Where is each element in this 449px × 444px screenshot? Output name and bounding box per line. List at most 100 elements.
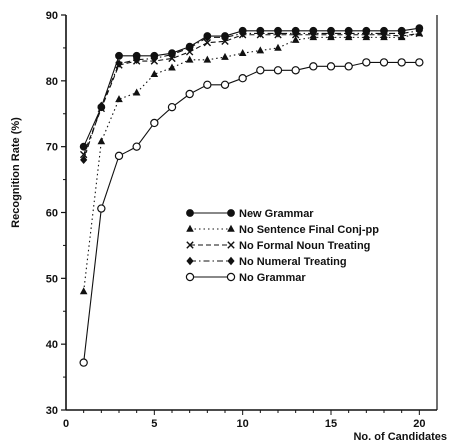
y-tick-label: 30 [46, 405, 58, 417]
legend-label: No Sentence Final Conj-pp [239, 224, 379, 236]
y-tick-label: 90 [46, 10, 58, 22]
data-point [291, 66, 300, 75]
data-point [256, 66, 265, 75]
legend-marker [186, 256, 194, 266]
data-point [256, 46, 265, 54]
data-point [79, 358, 88, 367]
data-point [150, 54, 158, 63]
data-point [150, 70, 159, 78]
data-point [115, 95, 123, 103]
data-point [168, 63, 176, 71]
data-point [380, 29, 388, 38]
data-point [203, 33, 211, 42]
x-tick-label: 15 [325, 418, 337, 430]
series-5 [79, 58, 424, 367]
x-tick-label: 10 [237, 418, 249, 430]
data-point [80, 155, 88, 165]
data-point [203, 38, 212, 47]
data-point [132, 142, 141, 151]
x-tick-label: 20 [413, 418, 425, 430]
data-point [220, 80, 230, 89]
legend-marker [186, 241, 194, 249]
data-point [132, 88, 141, 96]
data-point [309, 62, 318, 71]
legend-marker [186, 209, 194, 217]
y-tick-label: 50 [46, 273, 58, 285]
series-2 [79, 29, 424, 295]
data-point [273, 66, 283, 75]
data-point [415, 58, 424, 67]
data-point [221, 52, 229, 60]
legend-marker [227, 224, 235, 232]
x-tick-label: 5 [151, 418, 157, 430]
data-point [79, 287, 88, 295]
legend: New Grammar No Sentence Final Conj-pp No F… [185, 208, 379, 284]
data-point [362, 29, 370, 38]
series-line [83, 32, 420, 155]
y-axis-label: Recognition Rate (%) [10, 117, 22, 228]
y-tick-label: 80 [46, 76, 58, 88]
data-point [362, 58, 371, 67]
legend-item: No Grammar [185, 272, 306, 284]
y-tick-label: 40 [46, 339, 58, 351]
data-point [185, 89, 194, 99]
data-point [291, 35, 300, 43]
data-point [114, 151, 124, 161]
data-point [97, 137, 106, 145]
legend-item: No Numeral Treating [186, 256, 347, 268]
data-point [97, 204, 106, 213]
legend-item: New Grammar [186, 208, 314, 220]
series-lines [79, 24, 424, 367]
data-point [203, 80, 212, 89]
data-point [79, 150, 88, 159]
axes [61, 14, 438, 415]
legend-label: No Numeral Treating [239, 256, 347, 268]
data-point [168, 50, 176, 59]
data-point [185, 55, 194, 63]
series-1 [79, 24, 424, 151]
data-point [379, 58, 389, 67]
x-axis-label: No. of Candidates [353, 431, 447, 443]
legend-marker [227, 209, 235, 217]
legend-label: No Formal Noun Treating [239, 240, 370, 252]
data-point [79, 142, 88, 151]
series-3 [79, 29, 424, 159]
series-line [83, 32, 420, 292]
legend-marker [186, 224, 194, 232]
legend-marker [185, 272, 195, 282]
data-point [415, 26, 423, 35]
legend-marker [227, 256, 235, 266]
legend-label: No Grammar [239, 272, 306, 284]
data-point [326, 62, 336, 71]
data-point [221, 33, 229, 42]
data-point [274, 43, 282, 51]
series-4 [80, 26, 423, 165]
data-point [97, 101, 105, 111]
legend-item: No Formal Noun Treating [186, 240, 370, 252]
data-point [344, 62, 353, 71]
data-point [398, 29, 406, 38]
data-point [274, 29, 282, 38]
y-tick-label: 70 [46, 142, 58, 154]
x-tick-label: 0 [63, 418, 69, 430]
data-point [327, 29, 335, 38]
legend-marker [227, 241, 235, 249]
data-point [397, 58, 406, 67]
legend-item: No Sentence Final Conj-pp [186, 224, 379, 236]
series-line [83, 27, 420, 147]
data-point [238, 73, 247, 83]
data-point [239, 29, 247, 38]
y-tick-label: 60 [46, 208, 58, 220]
data-point [186, 43, 194, 53]
data-point [133, 55, 141, 64]
legend-label: New Grammar [239, 208, 314, 220]
tick-labels: 30 40 50 60 70 80 90 0 5 10 15 20 [46, 10, 426, 430]
data-point [292, 29, 300, 38]
data-point [203, 55, 212, 63]
data-point [345, 29, 353, 38]
data-point [309, 29, 317, 38]
data-point [115, 59, 123, 68]
data-point [167, 102, 177, 112]
data-point [238, 48, 247, 56]
